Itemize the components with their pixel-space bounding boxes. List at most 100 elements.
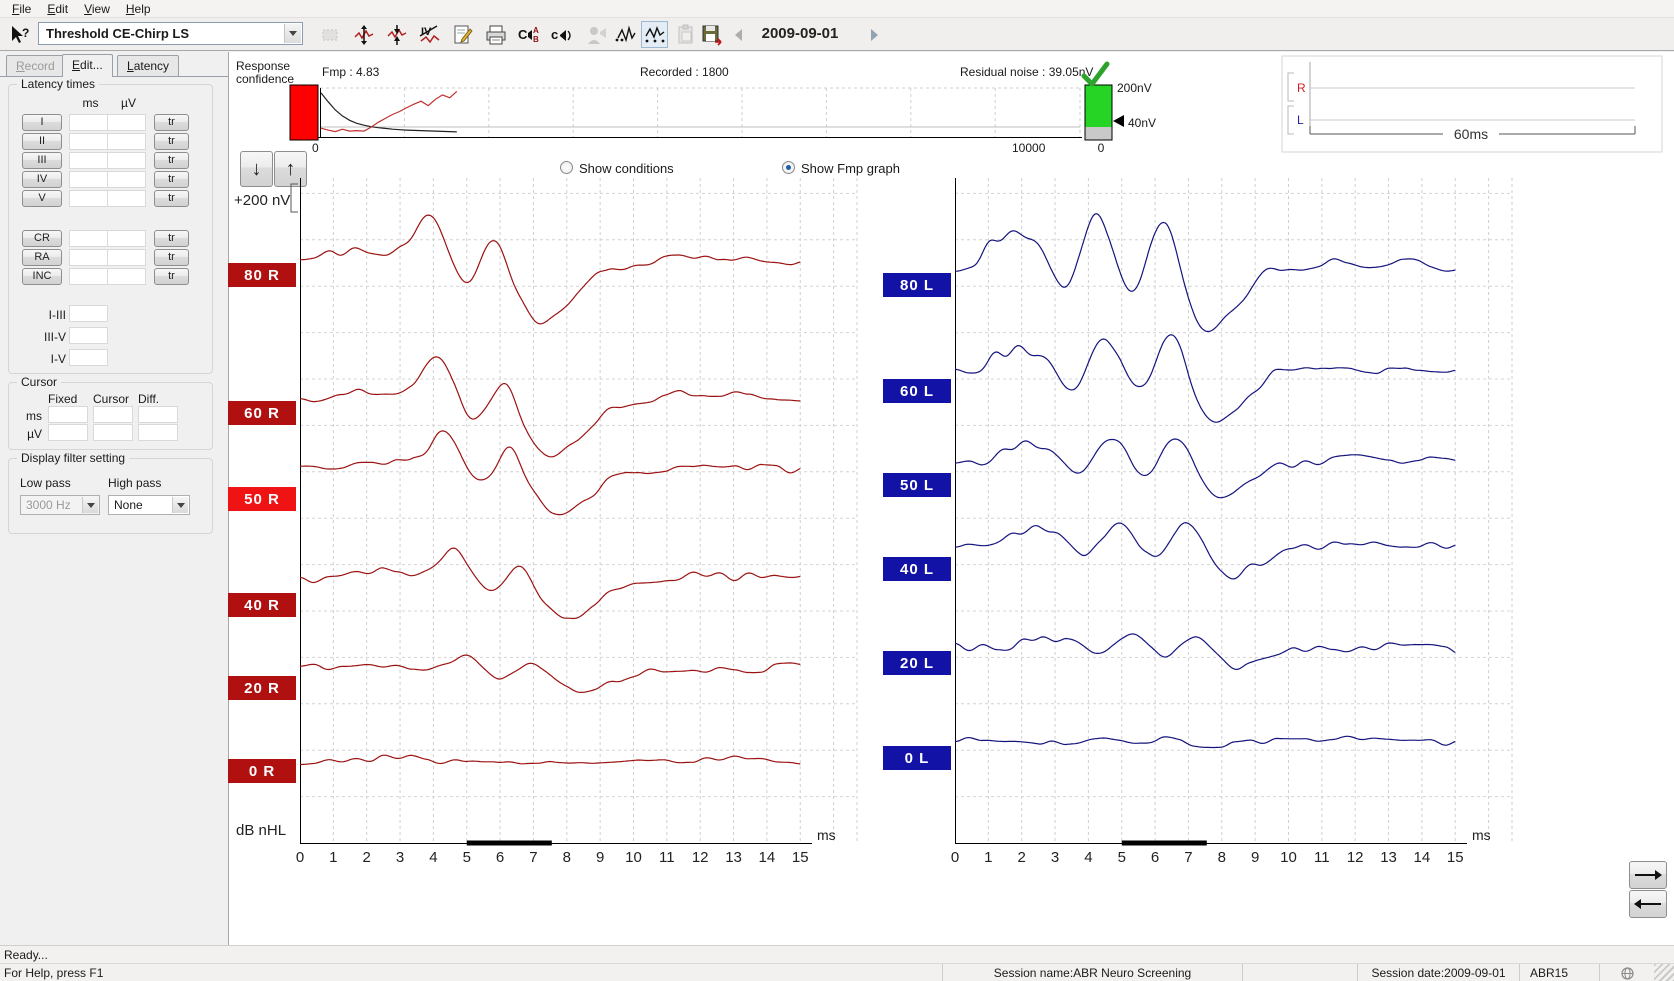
intensity-label-60R[interactable] <box>228 401 296 425</box>
cursor-group-title: Cursor <box>17 375 62 389</box>
wave-I-ms-field[interactable] <box>69 114 108 131</box>
context-help-icon[interactable]: ? <box>6 21 33 48</box>
marker-INC-uv-field[interactable] <box>107 268 146 285</box>
marker-CR-tr-button[interactable]: tr <box>154 230 189 247</box>
wave-I-tr-button[interactable]: tr <box>154 114 189 131</box>
cursor-diff-uv-field[interactable] <box>138 424 178 441</box>
wave-V-button[interactable]: V <box>22 190 62 207</box>
latency-times-title: Latency times <box>17 77 100 91</box>
wave-V-ms-field[interactable] <box>69 190 108 207</box>
waveform-trace-0L[interactable] <box>954 735 1456 749</box>
wave-IV-button[interactable]: IV <box>22 171 62 188</box>
chevron-down-icon <box>284 24 301 43</box>
waveform-trace-80L[interactable] <box>954 213 1456 333</box>
marker-CR-button[interactable]: CR <box>22 230 62 247</box>
interval-I-III-field[interactable] <box>69 305 108 322</box>
wave-IV-tr-button[interactable]: tr <box>154 171 189 188</box>
marker-RA-tr-button[interactable]: tr <box>154 249 189 266</box>
tab-edit[interactable]: Edit... <box>62 54 113 77</box>
marker-INC-ms-field[interactable] <box>69 268 108 285</box>
waveform-trace-40R[interactable] <box>299 547 801 620</box>
marker-INC-button[interactable]: INC <box>22 268 62 285</box>
prev-session-icon[interactable] <box>725 21 752 48</box>
waveform-trace-0R[interactable] <box>300 754 801 766</box>
wave-II-uv-field[interactable] <box>107 133 146 150</box>
intensity-label-0R[interactable] <box>228 759 296 783</box>
wave-II-ms-field[interactable] <box>69 133 108 150</box>
waveform-trace-20R[interactable] <box>299 654 801 693</box>
marker-RA-uv-field[interactable] <box>107 249 146 266</box>
waveform-trace-60R[interactable] <box>299 356 801 458</box>
print-icon[interactable] <box>482 21 509 48</box>
marker-RA-button[interactable]: RA <box>22 249 62 266</box>
waveform-trace-50L[interactable] <box>954 438 1456 499</box>
wave-III-ms-field[interactable] <box>69 152 108 169</box>
report-editor-icon[interactable] <box>449 21 476 48</box>
cursor-cursor-uv-field[interactable] <box>93 424 133 441</box>
waveform-trace-60L[interactable] <box>954 334 1456 423</box>
wave-IV-uv-field[interactable] <box>107 171 146 188</box>
waveform-trace-50R[interactable] <box>300 430 801 516</box>
scroll-curves-up-button[interactable]: ↑ <box>274 151 307 187</box>
high-pass-select[interactable]: None <box>108 495 190 515</box>
tab-latency[interactable]: Latency <box>117 55 180 76</box>
cursor-diff-ms-field[interactable] <box>138 406 178 423</box>
fmp-value-label: Fmp : 4.83 <box>322 65 380 79</box>
next-page-button[interactable] <box>1629 861 1667 889</box>
intensity-label-40R[interactable] <box>228 593 296 617</box>
menu-file[interactable]: File <box>12 1 32 16</box>
intensity-label-20L[interactable] <box>883 651 951 675</box>
wave-II-button[interactable]: II <box>22 133 62 150</box>
intensity-label-80L[interactable] <box>883 273 951 297</box>
wave-I-button[interactable]: I <box>22 114 62 131</box>
intensity-label-0L[interactable] <box>883 746 951 770</box>
play-stimulus-c-icon[interactable]: c <box>548 21 575 48</box>
menu-view[interactable]: View <box>84 1 110 16</box>
wave-V-uv-field[interactable] <box>107 190 146 207</box>
save-icon[interactable] <box>699 21 726 48</box>
wave-III-button[interactable]: III <box>22 152 62 169</box>
menu-edit[interactable]: Edit <box>47 1 69 16</box>
wave-III-tr-button[interactable]: tr <box>154 152 189 169</box>
marker-CR-ms-field[interactable] <box>69 230 108 247</box>
intensity-label-50R[interactable] <box>228 487 296 511</box>
svg-text:C: C <box>518 27 528 42</box>
wave-V-tr-button[interactable]: tr <box>154 190 189 207</box>
cursor-fixed-uv-field[interactable] <box>48 424 88 441</box>
intensity-label-40L[interactable] <box>883 557 951 581</box>
trace-group-20L: 20 L <box>883 633 1456 675</box>
interval-III-V-field[interactable] <box>69 327 108 344</box>
split-curve-view-icon[interactable] <box>641 21 668 48</box>
waveform-trace-40L[interactable] <box>954 522 1456 580</box>
show-fmp-graph-radio[interactable] <box>782 161 795 174</box>
next-session-icon[interactable] <box>860 21 887 48</box>
hide-wave-markers-icon[interactable]: IV <box>416 21 443 48</box>
resize-grip[interactable] <box>1654 964 1674 981</box>
intensity-label-80R[interactable] <box>228 263 296 287</box>
prev-page-button[interactable] <box>1629 890 1667 918</box>
menu-help[interactable]: Help <box>125 1 151 16</box>
wave-III-uv-field[interactable] <box>107 152 146 169</box>
single-curve-view-icon[interactable] <box>612 21 639 48</box>
intensity-label-50L[interactable] <box>883 473 951 497</box>
collapse-curves-icon[interactable] <box>383 21 410 48</box>
waveform-trace-20L[interactable] <box>954 633 1456 670</box>
cursor-fixed-ms-field[interactable] <box>48 406 88 423</box>
waveform-trace-80R[interactable] <box>300 214 801 325</box>
scroll-curves-down-button[interactable]: ↓ <box>240 151 273 187</box>
intensity-label-20R[interactable] <box>228 676 296 700</box>
marker-CR-uv-field[interactable] <box>107 230 146 247</box>
interval-I-III-label: I-III <box>48 308 66 322</box>
marker-INC-tr-button[interactable]: tr <box>154 268 189 285</box>
interval-I-V-field[interactable] <box>69 349 108 366</box>
protocol-select[interactable]: Threshold CE-Chirp LS <box>38 22 303 45</box>
intensity-label-60L[interactable] <box>883 379 951 403</box>
rescale-curves-icon[interactable] <box>350 21 377 48</box>
wave-I-uv-field[interactable] <box>107 114 146 131</box>
cursor-cursor-ms-field[interactable] <box>93 406 133 423</box>
wave-IV-ms-field[interactable] <box>69 171 108 188</box>
wave-II-tr-button[interactable]: tr <box>154 133 189 150</box>
marker-RA-ms-field[interactable] <box>69 249 108 266</box>
show-conditions-radio[interactable] <box>560 161 573 174</box>
